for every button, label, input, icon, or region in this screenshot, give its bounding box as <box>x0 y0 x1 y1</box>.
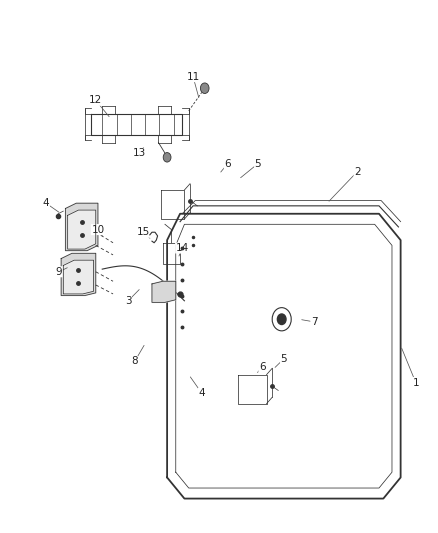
Text: 4: 4 <box>43 198 49 208</box>
Text: 2: 2 <box>354 166 361 176</box>
Text: 5: 5 <box>281 354 287 364</box>
Text: 10: 10 <box>92 224 105 235</box>
Text: 6: 6 <box>224 159 231 168</box>
Circle shape <box>163 152 171 162</box>
Circle shape <box>277 314 286 325</box>
Text: 13: 13 <box>132 148 145 158</box>
Text: 11: 11 <box>187 71 200 82</box>
Text: 7: 7 <box>311 317 318 327</box>
Polygon shape <box>67 210 96 249</box>
Text: 8: 8 <box>131 357 138 367</box>
Text: 9: 9 <box>56 267 62 277</box>
Text: 6: 6 <box>259 362 265 372</box>
Text: 14: 14 <box>176 243 189 253</box>
Text: 3: 3 <box>125 296 131 306</box>
Polygon shape <box>61 253 96 295</box>
Text: 5: 5 <box>254 159 261 168</box>
Text: 1: 1 <box>413 377 419 387</box>
Polygon shape <box>152 281 176 302</box>
Circle shape <box>201 83 209 93</box>
Polygon shape <box>64 260 94 294</box>
Text: 15: 15 <box>137 227 150 237</box>
Text: 12: 12 <box>89 95 102 106</box>
Polygon shape <box>66 203 98 251</box>
Text: 4: 4 <box>198 388 205 398</box>
